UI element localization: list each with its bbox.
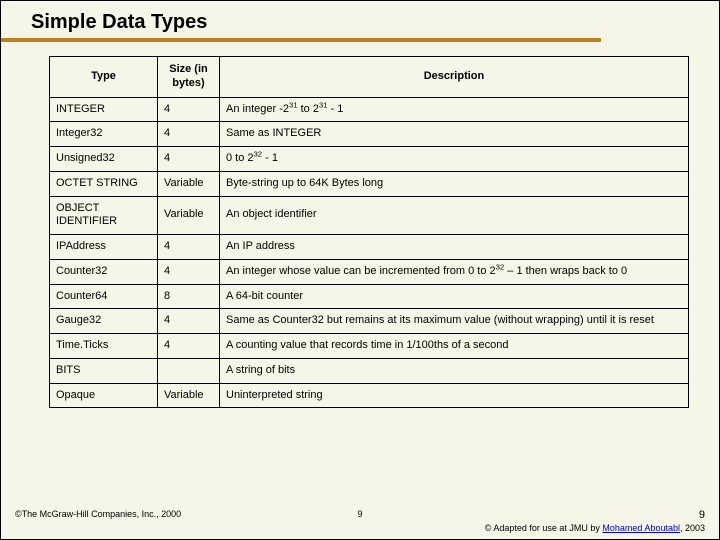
cell-size: 4 (158, 97, 220, 122)
cell-description: Uninterpreted string (220, 383, 689, 408)
cell-description: Same as INTEGER (220, 122, 689, 147)
data-types-table: Type Size (in bytes) Description INTEGER… (49, 56, 689, 408)
table-row: OCTET STRINGVariableByte-string up to 64… (50, 171, 689, 196)
table-row: BITS A string of bits (50, 358, 689, 383)
footer-page-right: 9 (485, 509, 705, 521)
cell-size: 4 (158, 147, 220, 172)
cell-size: 8 (158, 284, 220, 309)
cell-type: Unsigned32 (50, 147, 158, 172)
slide-footer: ©The McGraw-Hill Companies, Inc., 2000 9… (1, 509, 719, 533)
cell-type: OCTET STRING (50, 171, 158, 196)
cell-description: 0 to 232 - 1 (220, 147, 689, 172)
cell-type: Counter32 (50, 259, 158, 284)
cell-description: An object identifier (220, 196, 689, 235)
cell-type: Integer32 (50, 122, 158, 147)
table-row: INTEGER4An integer -231 to 231 - 1 (50, 97, 689, 122)
col-header-type: Type (50, 57, 158, 98)
cell-size (158, 358, 220, 383)
table-row: OpaqueVariableUninterpreted string (50, 383, 689, 408)
table-header-row: Type Size (in bytes) Description (50, 57, 689, 98)
table-row: Time.Ticks4A counting value that records… (50, 334, 689, 359)
cell-size: 4 (158, 309, 220, 334)
cell-type: Time.Ticks (50, 334, 158, 359)
cell-type: Counter64 (50, 284, 158, 309)
cell-size: Variable (158, 196, 220, 235)
table-row: IPAddress4An IP address (50, 235, 689, 260)
cell-description: Byte-string up to 64K Bytes long (220, 171, 689, 196)
cell-description: A counting value that records time in 1/… (220, 334, 689, 359)
col-header-size: Size (in bytes) (158, 57, 220, 98)
cell-size: Variable (158, 383, 220, 408)
cell-description: A string of bits (220, 358, 689, 383)
cell-type: Gauge32 (50, 309, 158, 334)
footer-copyright-left: ©The McGraw-Hill Companies, Inc., 2000 (15, 509, 181, 519)
footer-attribution-prefix: © Adapted for use at JMU by (485, 523, 603, 533)
col-header-description: Description (220, 57, 689, 98)
cell-type: INTEGER (50, 97, 158, 122)
table-row: Counter324An integer whose value can be … (50, 259, 689, 284)
cell-size: 4 (158, 334, 220, 359)
cell-description: An integer -231 to 231 - 1 (220, 97, 689, 122)
table-row: Counter648A 64-bit counter (50, 284, 689, 309)
cell-type: BITS (50, 358, 158, 383)
table-row: Gauge324Same as Counter32 but remains at… (50, 309, 689, 334)
cell-size: 4 (158, 122, 220, 147)
cell-type: IPAddress (50, 235, 158, 260)
cell-type: Opaque (50, 383, 158, 408)
table-row: Integer324Same as INTEGER (50, 122, 689, 147)
cell-size: 4 (158, 259, 220, 284)
table-row: Unsigned3240 to 232 - 1 (50, 147, 689, 172)
cell-description: A 64-bit counter (220, 284, 689, 309)
footer-page-center: 9 (357, 509, 362, 519)
cell-description: An integer whose value can be incremente… (220, 259, 689, 284)
footer-author-link[interactable]: Mohamed Aboutabl (602, 523, 680, 533)
footer-attribution-suffix: , 2003 (680, 523, 705, 533)
footer-right: 9 © Adapted for use at JMU by Mohamed Ab… (485, 509, 705, 533)
cell-size: 4 (158, 235, 220, 260)
cell-size: Variable (158, 171, 220, 196)
cell-type: OBJECT IDENTIFIER (50, 196, 158, 235)
page-title: Simple Data Types (31, 11, 719, 34)
cell-description: Same as Counter32 but remains at its max… (220, 309, 689, 334)
table-row: OBJECT IDENTIFIERVariableAn object ident… (50, 196, 689, 235)
cell-description: An IP address (220, 235, 689, 260)
